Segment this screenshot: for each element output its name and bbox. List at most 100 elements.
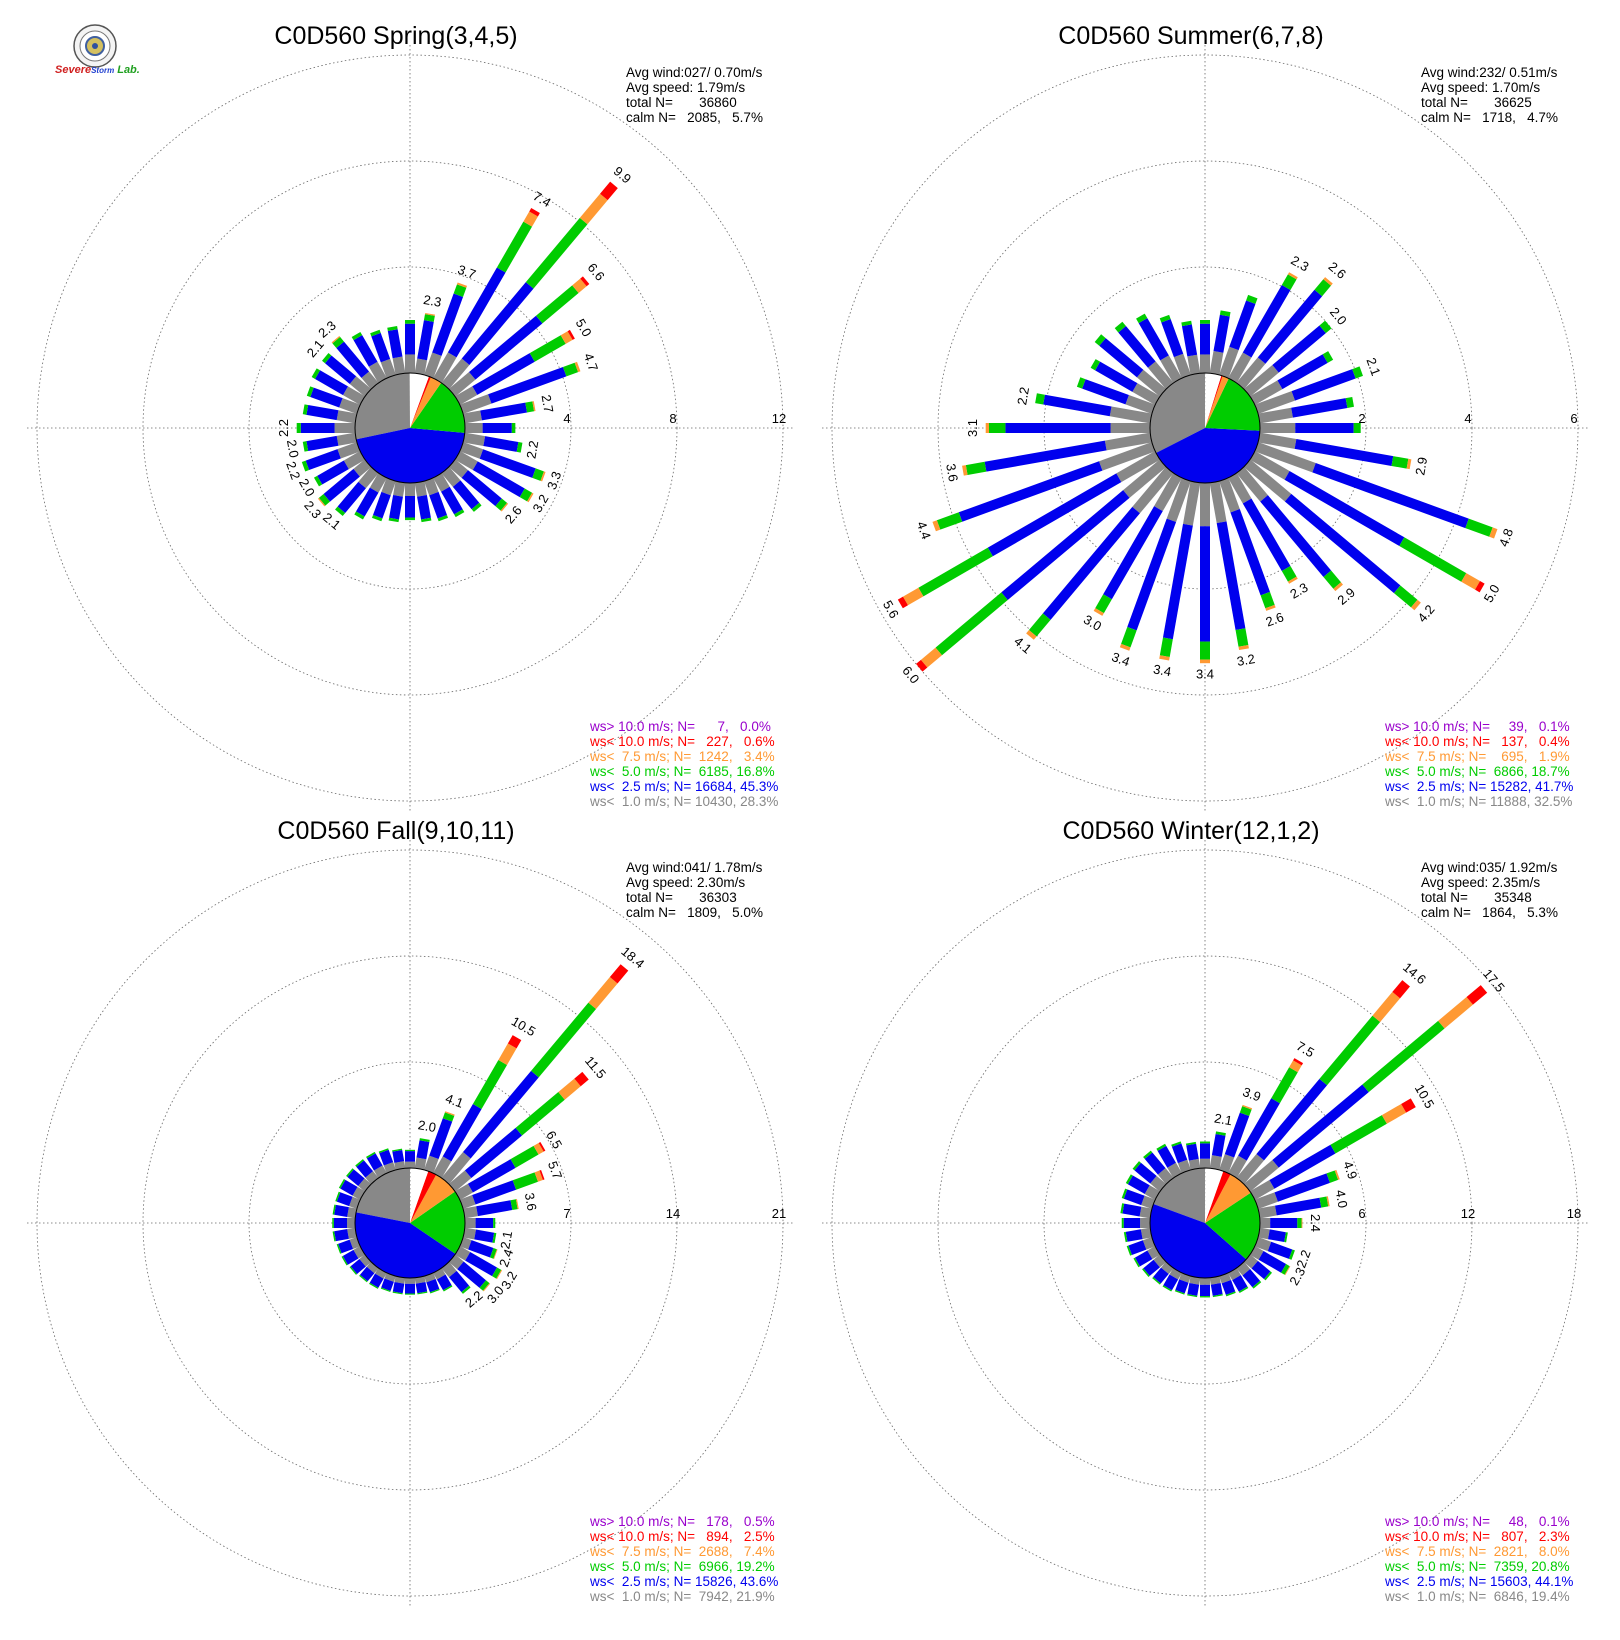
wind-bar-110 — [1254, 442, 1498, 539]
wind-bar-30 — [1228, 1058, 1304, 1178]
wind-bar-segment — [1236, 357, 1266, 390]
wind-bar-segment — [353, 335, 378, 367]
wind-bar-280 — [332, 1204, 357, 1219]
wind-bar-segment — [336, 432, 357, 446]
wind-bar-segment — [380, 358, 396, 379]
stats-line: calm N= 1864, 5.3% — [1421, 905, 1558, 920]
radial-tick-label: 12 — [772, 411, 786, 426]
wind-bar-segment — [417, 1291, 428, 1295]
wind-bar-segment — [1254, 1192, 1278, 1209]
wind-bar-segment — [560, 331, 573, 344]
wind-bar-segment — [392, 1148, 403, 1152]
wind-bar-segment — [539, 1169, 545, 1180]
logo-text-lab: Lab. — [117, 64, 140, 76]
wind-bar-segment — [347, 1218, 355, 1228]
pie-slice — [1205, 375, 1229, 428]
wind-bar-segment — [580, 276, 590, 287]
wind-bar-segment — [356, 1160, 374, 1178]
wind-bar-segment — [1200, 483, 1210, 527]
wind-bar-segment — [424, 1272, 436, 1283]
wind-bar-segment — [405, 1161, 415, 1168]
legend-entry: ws< 7.5 m/s; N= 2821, 8.0% — [1384, 1544, 1570, 1559]
wind-bar-segment — [1272, 325, 1326, 373]
wind-bar-170 — [414, 481, 432, 523]
wind-bar-segment — [448, 459, 469, 478]
wind-bar-segment — [1319, 1196, 1329, 1208]
wind-bar-segment — [1099, 338, 1144, 378]
wind-bar-segment — [1219, 310, 1231, 317]
wind-bar-segment — [609, 964, 629, 984]
stats-line: calm N= 1718, 4.7% — [1421, 110, 1558, 125]
wind-bar-segment — [459, 394, 492, 414]
wind-bar-segment — [488, 367, 567, 404]
wind-bar-label: 2.4 — [1308, 1214, 1323, 1232]
wind-bar-330 — [1136, 313, 1182, 383]
radial-tick-label: 14 — [666, 1206, 680, 1221]
wind-bar-segment — [1171, 1141, 1182, 1147]
wind-bar-segment — [346, 1168, 354, 1177]
wind-bar-segment — [1209, 1276, 1221, 1285]
wind-bar-label: 4.7 — [581, 351, 601, 373]
wind-bar-segment — [1093, 608, 1104, 616]
wind-bar-segment — [472, 461, 525, 498]
wind-bar-segment — [317, 460, 349, 485]
wind-bar-segment — [464, 423, 483, 433]
legend-entry: ws< 2.5 m/s; N= 15826, 43.6% — [589, 1574, 778, 1589]
wind-bar-segment — [1001, 490, 1130, 601]
wind-bar-190 — [388, 481, 406, 523]
wind-bar-segment — [897, 596, 908, 609]
wind-bar-290 — [1076, 377, 1156, 414]
wind-bar-segment — [1142, 1237, 1156, 1250]
wind-bar-200 — [371, 477, 396, 522]
wind-bar-segment — [1159, 314, 1171, 323]
wind-bar-segment — [334, 1204, 349, 1217]
wind-bar-segment — [1209, 351, 1224, 375]
wind-bar-segment — [1169, 1268, 1182, 1280]
pie-slice — [356, 428, 465, 484]
wind-bar-segment — [574, 361, 581, 373]
wind-bar-30 — [433, 208, 540, 383]
wind-bar-segment — [538, 1141, 546, 1152]
wind-bar-segment — [985, 423, 989, 433]
wind-bar-segment — [405, 1149, 415, 1152]
wind-bar-segment — [1161, 1261, 1174, 1275]
wind-bar-120 — [455, 451, 534, 503]
wind-bar-segment — [455, 386, 478, 405]
legend-entry: ws< 7.5 m/s; N= 1242, 3.4% — [589, 749, 775, 764]
wind-bar-220 — [1152, 1261, 1174, 1285]
wind-bar-segment — [1334, 1169, 1340, 1180]
wind-bar-segment — [336, 410, 357, 424]
wind-bar-segment — [1216, 521, 1246, 631]
wind-bar-0 — [1200, 1141, 1210, 1168]
wind-bar-segment — [1187, 1282, 1200, 1296]
panel-title: C0D560 Fall(9,10,11) — [277, 817, 514, 845]
stats-line: Avg wind:027/ 0.70m/s — [626, 65, 763, 80]
wind-bar-segment — [1122, 1203, 1142, 1217]
wind-bar-30 — [433, 1035, 522, 1178]
wind-bar-segment — [1224, 1112, 1250, 1158]
wind-bar-segment — [1242, 1104, 1253, 1110]
wind-bar-320 — [1143, 1150, 1174, 1185]
wind-bar-segment — [429, 491, 447, 519]
wind-bar-320 — [331, 335, 379, 390]
stats-line: total N= 35348 — [1421, 890, 1532, 905]
wind-bar-segment — [455, 1246, 471, 1261]
legend-entry: ws< 5.0 m/s; N= 6966, 19.2% — [589, 1559, 775, 1574]
wind-bar-segment — [529, 208, 540, 217]
wind-bar-330 — [1156, 1143, 1182, 1178]
wind-bar-segment — [306, 435, 339, 452]
wind-bar-segment — [349, 1266, 358, 1275]
wind-bar-segment — [1254, 1237, 1272, 1252]
stats-line: Avg wind:041/ 1.78m/s — [626, 860, 763, 875]
wind-bar-220 — [1026, 466, 1174, 640]
wind-bar-segment — [1265, 604, 1276, 611]
wind-bar-label: 2.3 — [315, 318, 338, 341]
wind-bar-segment — [1209, 481, 1227, 524]
wind-bar-label: 4.8 — [1496, 527, 1516, 549]
wind-bar-segment — [433, 1156, 452, 1178]
wind-bar-210 — [1093, 473, 1182, 616]
wind-bar-30 — [1228, 272, 1298, 383]
wind-bar-segment — [482, 423, 512, 433]
wind-bar-segment — [540, 471, 546, 482]
wind-bar-segment — [405, 495, 415, 518]
